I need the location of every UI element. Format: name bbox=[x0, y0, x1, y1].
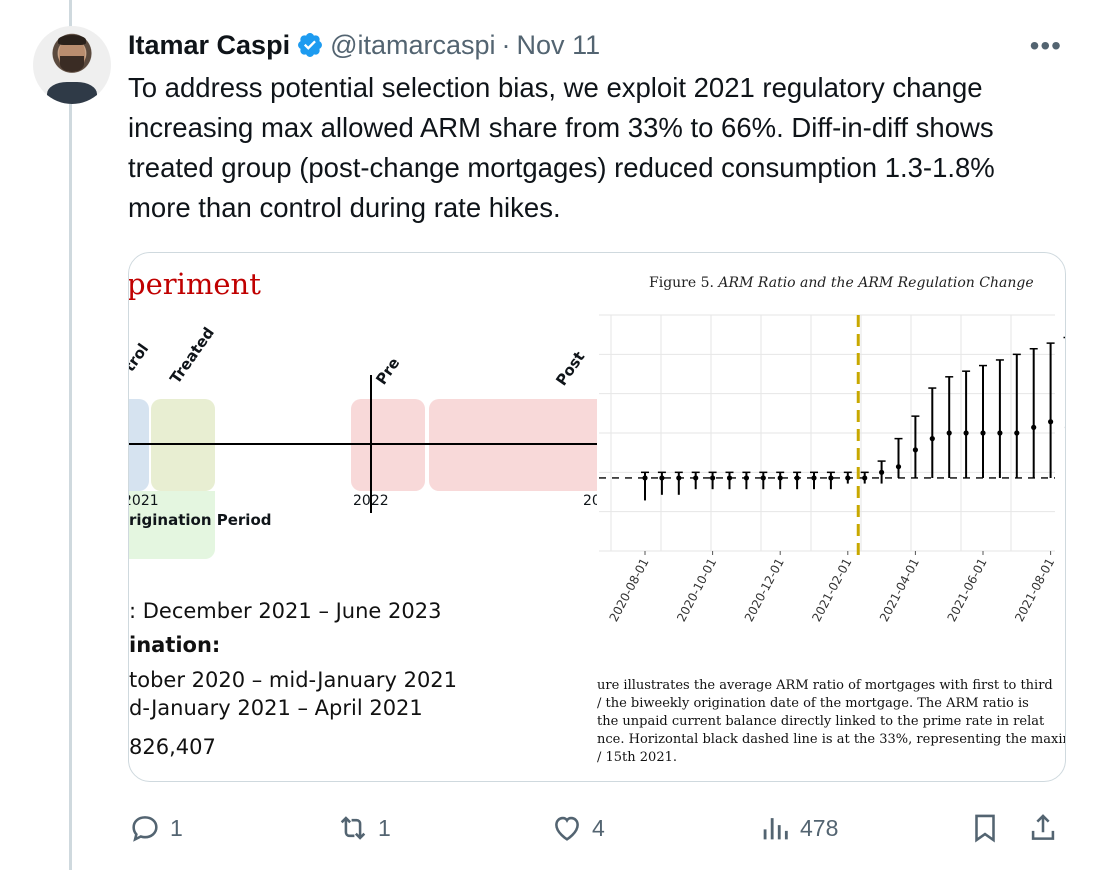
data-point bbox=[946, 430, 952, 436]
data-point bbox=[760, 475, 766, 481]
more-options-icon[interactable]: ••• bbox=[1029, 30, 1062, 61]
retweet-icon bbox=[340, 816, 366, 840]
x-tick-label: 2021-06-01 bbox=[945, 556, 990, 624]
data-point bbox=[659, 475, 665, 481]
thread-line bbox=[69, 0, 72, 870]
data-point bbox=[1031, 424, 1037, 430]
figure-title-prefix: Figure 5. bbox=[649, 275, 714, 291]
caption-line: ure illustrates the average ARM ratio of… bbox=[597, 678, 1053, 693]
data-point bbox=[828, 475, 834, 481]
arm-ratio-chart: 2020-08-01 2020-10-01 2020-12-01 2021-02-01… bbox=[599, 314, 1065, 624]
data-point bbox=[912, 447, 918, 453]
views-button[interactable]: 478 bbox=[758, 806, 838, 850]
x-tick-label: 2020-08-01 bbox=[607, 556, 652, 624]
avatar-beard bbox=[60, 56, 84, 72]
author-handle[interactable]: @itamarcaspi bbox=[330, 29, 496, 60]
avatar-hair bbox=[58, 35, 86, 45]
heart-icon bbox=[555, 816, 579, 841]
data-point bbox=[794, 475, 800, 481]
tweet-text: To address potential selection bias, we … bbox=[128, 72, 995, 223]
origination-box bbox=[129, 491, 215, 559]
data-point bbox=[726, 475, 733, 481]
slide-line-3: tober 2020 – mid-January 2021 bbox=[129, 668, 458, 692]
media-image[interactable]: periment trol Treated Pre Post 2021 2022… bbox=[128, 252, 1066, 782]
data-point bbox=[879, 469, 885, 475]
data-point bbox=[811, 475, 817, 481]
data-point bbox=[642, 475, 648, 481]
post-box bbox=[429, 399, 597, 491]
data-point bbox=[963, 430, 969, 436]
figure-panel: Figure 5. ARM Ratio and the ARM Regulati… bbox=[597, 253, 1066, 781]
label-control: trol bbox=[129, 340, 153, 375]
x-tick-label: 2020-12-01 bbox=[742, 556, 787, 624]
figure-title-italic: ARM Ratio and the ARM Regulation Change bbox=[718, 275, 1034, 291]
timeline-marker bbox=[370, 375, 372, 513]
like-count: 4 bbox=[592, 814, 605, 841]
reply-count: 1 bbox=[170, 814, 183, 841]
retweet-count: 1 bbox=[378, 814, 391, 841]
label-treated: Treated bbox=[166, 323, 218, 387]
verified-badge-icon bbox=[298, 33, 323, 57]
caption-line: / the biweekly origination date of the m… bbox=[597, 696, 1029, 711]
data-point bbox=[895, 464, 902, 470]
like-button[interactable]: 4 bbox=[550, 806, 605, 850]
slide-line-5: 826,407 bbox=[129, 735, 216, 759]
data-point bbox=[710, 475, 716, 481]
data-point bbox=[997, 430, 1003, 436]
author-name[interactable]: Itamar Caspi bbox=[128, 29, 291, 60]
data-point bbox=[1014, 430, 1020, 436]
tweet-date[interactable]: Nov 11 bbox=[516, 29, 601, 60]
caption-line: / 15th 2021. bbox=[597, 750, 677, 765]
avatar-shirt bbox=[47, 82, 97, 104]
data-point bbox=[777, 475, 783, 481]
retweet-button[interactable]: 1 bbox=[336, 806, 391, 850]
tick-2022: 2022 bbox=[353, 493, 389, 509]
slide-line-4: d-January 2021 – April 2021 bbox=[129, 696, 423, 720]
data-point bbox=[862, 475, 868, 481]
views-icon bbox=[763, 818, 788, 840]
tweet-header: Itamar Caspi @itamarcaspi · Nov 11 bbox=[128, 26, 600, 64]
data-point bbox=[929, 436, 935, 442]
data-point bbox=[1048, 419, 1054, 425]
reply-button[interactable]: 1 bbox=[128, 806, 183, 850]
data-point bbox=[743, 475, 749, 481]
views-count: 478 bbox=[800, 814, 839, 841]
label-post: Post bbox=[552, 348, 589, 389]
x-tick-label: 2021-04-01 bbox=[877, 556, 922, 624]
treated-box bbox=[151, 399, 215, 491]
pre-box bbox=[351, 399, 425, 491]
caption-line: the unpaid current balance directly link… bbox=[597, 714, 1045, 729]
origination-period-label: rigination Period bbox=[129, 511, 272, 529]
header-separator: · bbox=[501, 29, 511, 60]
x-tick-label: 2020-10-01 bbox=[674, 556, 719, 624]
slide-line-2: ination: bbox=[129, 633, 221, 657]
data-point bbox=[1064, 426, 1065, 429]
caption-line: nce. Horizontal black dashed line is at … bbox=[597, 732, 1066, 747]
x-tick-label: 2021-08-01 bbox=[1012, 556, 1057, 624]
data-point bbox=[693, 475, 699, 481]
tick-20: 20 bbox=[583, 493, 597, 509]
figure-caption: ure illustrates the average ARM ratio of… bbox=[597, 677, 1066, 767]
data-point bbox=[676, 475, 682, 481]
avatar[interactable] bbox=[33, 26, 111, 104]
reply-icon bbox=[132, 816, 158, 842]
data-point bbox=[980, 430, 986, 436]
bookmark-icon bbox=[975, 814, 995, 843]
slide-title: periment bbox=[129, 267, 261, 301]
figure-title: Figure 5. ARM Ratio and the ARM Regulati… bbox=[649, 275, 1034, 291]
share-icon bbox=[1031, 814, 1055, 840]
action-bar: 1 1 4 478 bbox=[128, 806, 1068, 850]
data-point bbox=[845, 475, 851, 481]
slide-panel: periment trol Treated Pre Post 2021 2022… bbox=[129, 253, 597, 781]
tick-2021: 2021 bbox=[129, 493, 159, 509]
slide-line-1: : December 2021 – June 2023 bbox=[129, 599, 442, 623]
timeline-axis bbox=[129, 443, 597, 445]
control-box bbox=[129, 399, 149, 491]
label-pre: Pre bbox=[372, 354, 404, 388]
x-tick-label: 2021-02-01 bbox=[809, 556, 854, 624]
bookmark-button[interactable] bbox=[968, 806, 1002, 850]
share-button[interactable] bbox=[1026, 806, 1060, 850]
